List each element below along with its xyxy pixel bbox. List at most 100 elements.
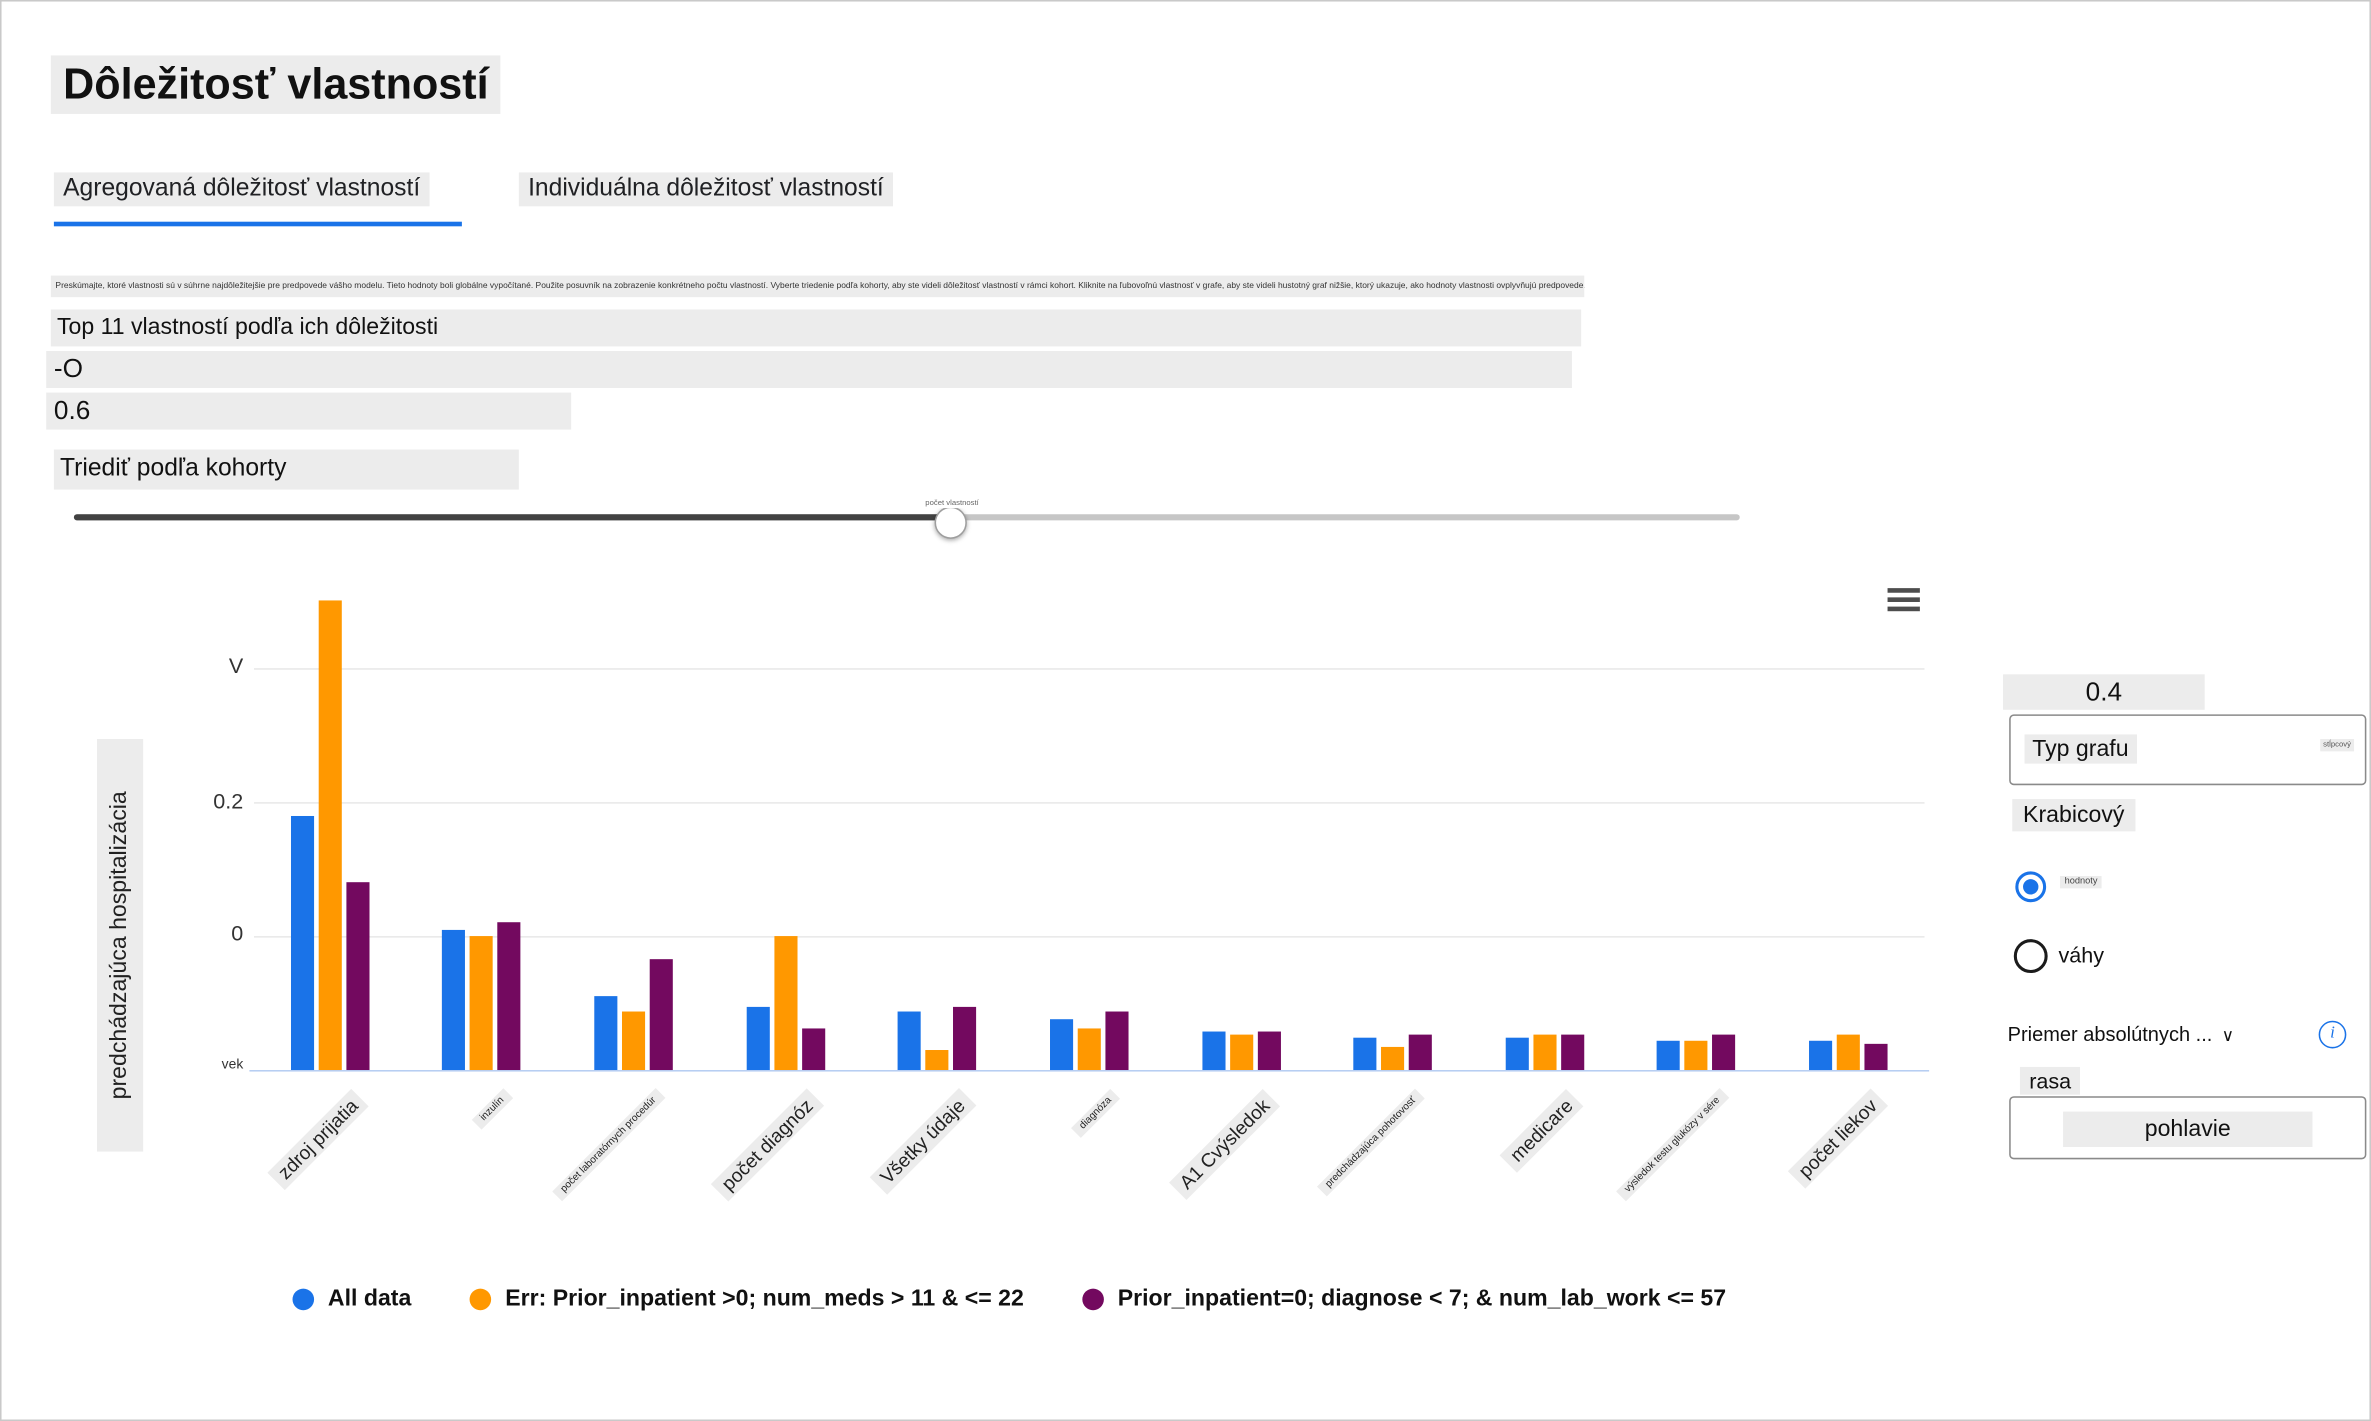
chart-type-option-box[interactable]: Krabicový	[2012, 799, 2136, 832]
bar[interactable]	[318, 600, 342, 1071]
x-axis-baseline	[249, 1070, 1930, 1072]
bar[interactable]	[1077, 1028, 1101, 1071]
bar[interactable]	[1657, 1040, 1681, 1071]
chart-type-label: Typ grafu	[2024, 734, 2137, 764]
bar-group	[898, 1006, 977, 1071]
radio-weights[interactable]	[2013, 939, 2048, 974]
bar[interactable]	[746, 1006, 770, 1071]
x-axis-label: medicare	[1499, 1088, 1584, 1173]
gridline	[254, 802, 1925, 804]
bar[interactable]	[1105, 1011, 1129, 1071]
bar-group	[290, 600, 370, 1071]
bar[interactable]	[1353, 1037, 1377, 1071]
chart-type-value: stĺpcový	[2320, 739, 2355, 752]
x-axis-label: počet laboratórnych procedúr	[552, 1088, 666, 1202]
y-tick-label: vek	[221, 1056, 244, 1072]
radio-values[interactable]	[2015, 871, 2047, 903]
feature-count-slider-track[interactable]	[73, 514, 1740, 521]
legend-label: Err: Prior_inpatient >0; num_meds > 11 &…	[505, 1285, 1024, 1312]
bar[interactable]	[1836, 1034, 1860, 1071]
range-value-label: 0.6	[46, 392, 572, 430]
bar[interactable]	[1381, 1046, 1405, 1071]
bar[interactable]	[925, 1050, 949, 1071]
bars-layer	[254, 585, 1924, 1071]
active-tab-underline	[53, 221, 462, 227]
radio-selected-dot	[2023, 879, 2039, 895]
mean-absolute-dropdown[interactable]: Priemer absolútnych ... ∨	[2008, 1022, 2234, 1045]
bar[interactable]	[1257, 1031, 1281, 1071]
bar[interactable]	[649, 959, 673, 1071]
bar[interactable]	[470, 936, 494, 1071]
bar[interactable]	[773, 936, 798, 1071]
sort-by-cohort-toggle[interactable]: Triediť podľa kohorty	[53, 449, 519, 490]
legend-item: Prior_inpatient=0; diagnose < 7; & num_l…	[1082, 1286, 1726, 1312]
legend-label: All data	[327, 1285, 412, 1312]
bar[interactable]	[801, 1028, 825, 1071]
bar[interactable]	[898, 1011, 922, 1071]
legend-dot-icon	[469, 1287, 492, 1310]
chart-type-select[interactable]: Typ grafu stĺpcový	[2009, 714, 2367, 786]
bar[interactable]	[594, 996, 618, 1071]
x-axis-label: predchádzajúca pohotovosť	[1316, 1088, 1425, 1197]
range-start-label: -O	[46, 351, 1572, 388]
section-heading: Top 11 vlastností podľa ich dôležitosti	[50, 309, 1582, 347]
radio-values-label: hodnoty	[2059, 876, 2103, 889]
chevron-down-icon: ∨	[2221, 1026, 2234, 1046]
bar[interactable]	[1864, 1043, 1888, 1071]
chart-menu-icon[interactable]	[1887, 588, 1920, 616]
bar[interactable]	[1533, 1034, 1557, 1071]
bar[interactable]	[290, 815, 314, 1071]
y-tick-label: 0.2	[213, 788, 244, 813]
legend-dot-icon	[1082, 1287, 1104, 1310]
legend-label: Prior_inpatient=0; diagnose < 7; & num_l…	[1117, 1285, 1727, 1312]
x-axis-label: diagnóza	[1071, 1088, 1121, 1138]
info-icon[interactable]: i	[2318, 1020, 2347, 1049]
legend-dot-icon	[292, 1287, 315, 1310]
tab-aggregated-feature-importance[interactable]: Agregovaná dôležitosť vlastností	[53, 172, 430, 207]
bar[interactable]	[1684, 1040, 1709, 1071]
x-axis-label: výsledok testu glukózy v sére	[1615, 1088, 1729, 1202]
bar[interactable]	[1229, 1034, 1253, 1071]
legend-item: Err: Prior_inpatient >0; num_meds > 11 &…	[469, 1285, 1024, 1312]
bar[interactable]	[1201, 1031, 1225, 1071]
feature-count-slider-handle[interactable]	[934, 506, 967, 539]
menu-bar	[1887, 597, 1920, 602]
x-axis-label: počet diagnóz	[711, 1088, 825, 1202]
menu-bar	[1887, 588, 1920, 593]
description-text: Preskúmajte, ktoré vlastnosti sú v súhrn…	[50, 275, 1585, 298]
x-axis-label: zdroj prijatia	[267, 1088, 369, 1191]
gender-button-label: pohlavie	[2063, 1111, 2313, 1148]
race-label: rasa	[2019, 1066, 2081, 1095]
bar[interactable]	[622, 1011, 646, 1071]
x-axis-label: Všetky údaje	[870, 1088, 977, 1195]
gender-button[interactable]: pohlavie	[2009, 1096, 2367, 1160]
slider-filled-track	[73, 514, 943, 521]
y-axis-title: predchádzajúca hospitalizácia	[96, 739, 144, 1152]
legend-item: All data	[292, 1285, 412, 1312]
bar[interactable]	[1049, 1019, 1074, 1071]
bar-group	[1505, 1034, 1584, 1071]
bar-group	[442, 922, 522, 1071]
y-tick-label: V	[228, 652, 244, 678]
bar[interactable]	[1712, 1034, 1736, 1071]
bar[interactable]	[1809, 1040, 1833, 1071]
bar[interactable]	[497, 922, 522, 1071]
bar[interactable]	[1505, 1037, 1529, 1071]
bar[interactable]	[1560, 1034, 1584, 1071]
tab-individual-feature-importance[interactable]: Individuálna dôležitosť vlastností	[518, 172, 894, 207]
bar[interactable]	[346, 882, 370, 1071]
gridline	[254, 936, 1925, 938]
x-axis-label: inzulín	[472, 1088, 514, 1130]
slider-value-bubble: počet vlastností	[922, 498, 982, 509]
bar-group	[1353, 1034, 1433, 1071]
mean-absolute-label: Priemer absolútnych ...	[2007, 1022, 2213, 1046]
bar-group	[746, 936, 825, 1071]
x-axis-label: A1 Cvýsledok	[1168, 1088, 1281, 1201]
bar[interactable]	[442, 929, 466, 1071]
bar[interactable]	[953, 1006, 977, 1071]
bar-group	[1809, 1034, 1888, 1071]
bar[interactable]	[1409, 1034, 1433, 1071]
page-title: Dôležitosť vlastností	[50, 55, 501, 114]
panel-value-label: 0.4	[2003, 674, 2205, 710]
